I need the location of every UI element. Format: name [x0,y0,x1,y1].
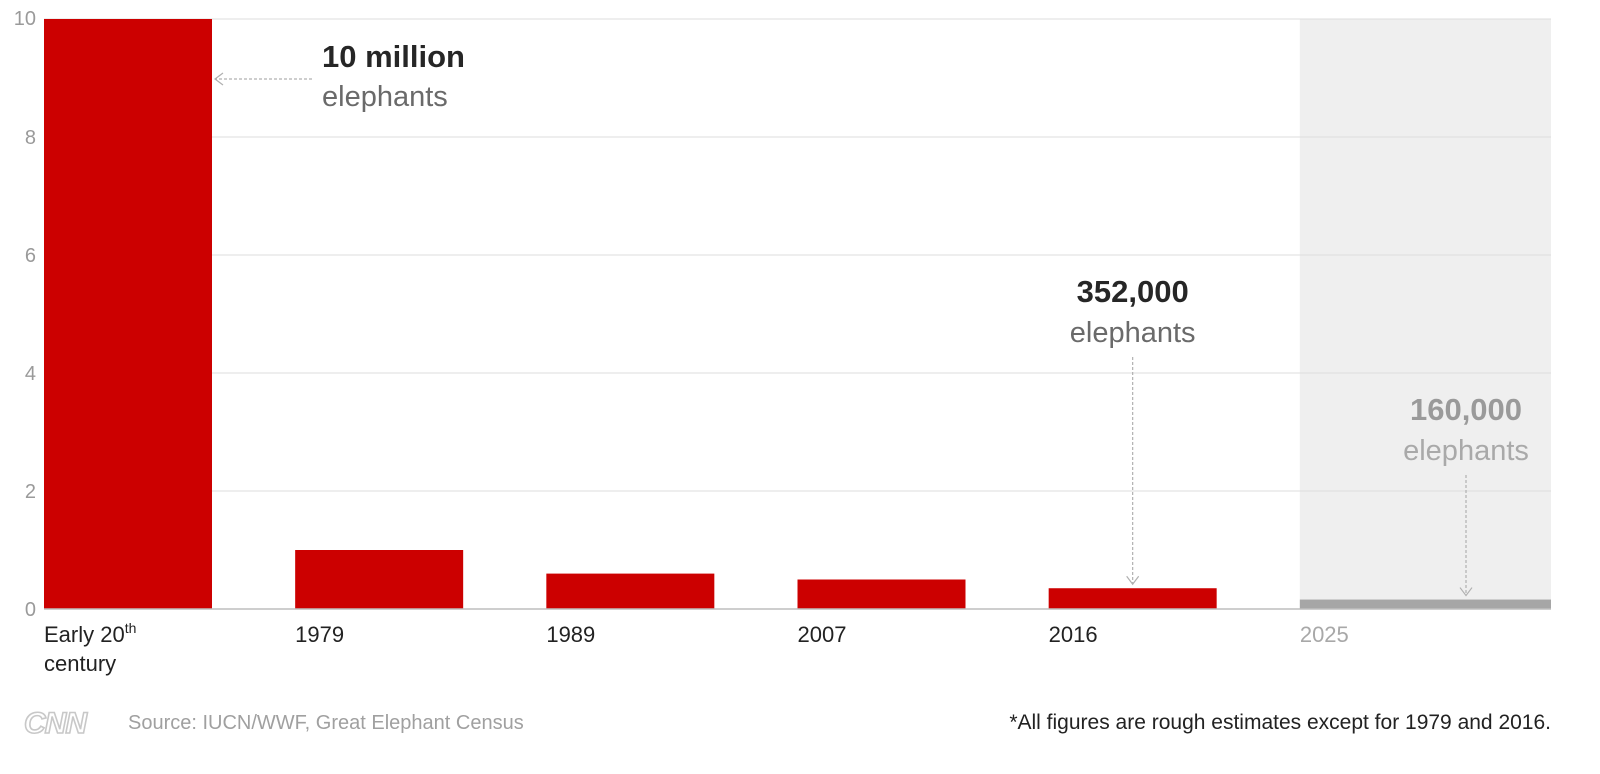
bar-2025 [1299,599,1551,609]
x-tick-label: 1989 [546,622,595,647]
y-axis-ticks: 0 2 4 6 8 10 [14,8,36,621]
y-tick-label: 2 [25,481,36,503]
leader-arrow [1459,587,1473,597]
bars [44,19,1551,609]
annotation-2025: 160,000 elephants [1403,392,1529,597]
x-tick-label: 2007 [798,622,847,647]
bar-2016 [1048,588,1217,609]
y-tick-label: 0 [25,599,36,621]
x-tick-label: 1979 [295,622,344,647]
grid-lines [44,18,1551,492]
cnn-logo: CNN [24,707,88,740]
y-tick-label: 6 [25,245,36,267]
x-tick-label: 2016 [1049,622,1098,647]
annotation-2016: 352,000 elephants [1070,274,1196,586]
x-axis-labels: Early 20th century 1979 1989 2007 2016 2025 [44,620,1349,676]
bar-early-20th-century [44,19,212,609]
annotation-value: 160,000 [1410,392,1522,427]
leader-arrow [214,72,224,86]
annotations: 10 millionelephants352,000elephants160,0… [214,39,1529,597]
annotation-unit: elephants [1403,435,1529,467]
y-tick-label: 10 [14,8,36,30]
annotation-early-20th-century: 10 million elephants [214,39,465,113]
bar-1979 [295,550,464,609]
annotation-value: 10 million [322,39,465,74]
annotation-unit: elephants [322,81,448,113]
y-tick-label: 8 [25,127,36,149]
footnote-text: *All figures are rough estimates except … [1009,711,1551,734]
x-tick-label: Early 20th [44,620,136,647]
bar-1989 [546,573,715,609]
x-tick-label: 2025 [1300,622,1349,647]
annotation-value: 352,000 [1077,274,1189,309]
x-tick-label-line2: century [44,651,116,676]
bar-2007 [797,579,966,609]
y-tick-label: 4 [25,363,36,385]
source-text: Source: IUCN/WWF, Great Elephant Census [128,712,524,734]
projected-band [1299,19,1551,609]
leader-arrow [1126,575,1140,586]
footer: CNN Source: IUCN/WWF, Great Elephant Cen… [23,706,1551,741]
annotation-unit: elephants [1070,317,1196,349]
